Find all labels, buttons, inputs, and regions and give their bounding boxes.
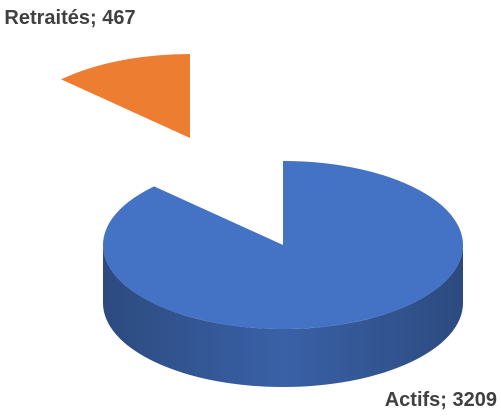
data-label: Retraités; 467 — [4, 7, 136, 29]
slice-side-shade — [103, 245, 463, 387]
slice — [61, 54, 191, 138]
data-label: Actifs; 3209 — [384, 389, 497, 411]
slice — [102, 161, 464, 329]
